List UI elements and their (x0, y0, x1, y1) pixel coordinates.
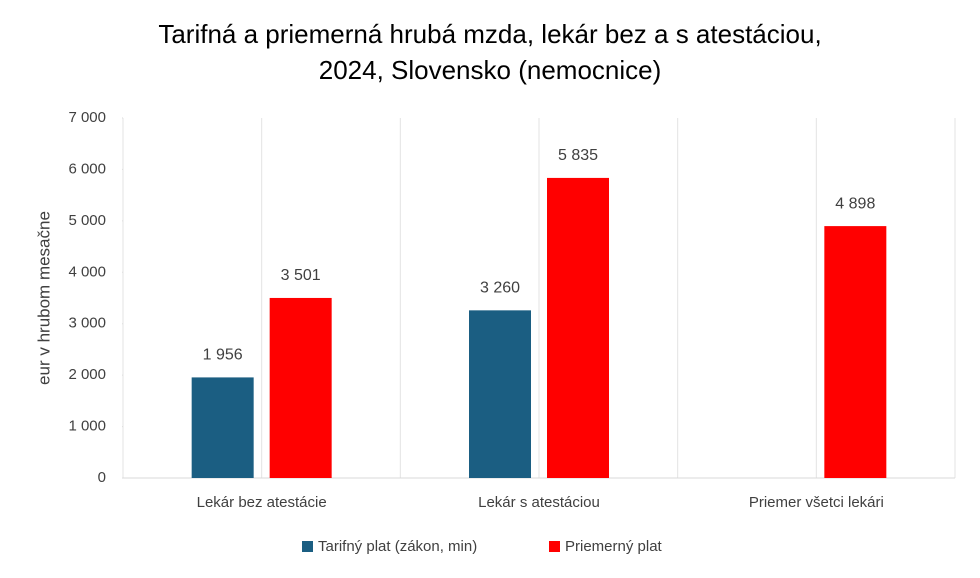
value-label: 3 501 (281, 267, 321, 284)
value-label: 4 898 (835, 195, 875, 212)
bar (469, 310, 531, 478)
bar (824, 226, 887, 478)
y-tick-label: 7 000 (68, 109, 106, 126)
bar (269, 297, 332, 478)
value-label: 5 835 (558, 147, 598, 164)
y-tick-label: 4 000 (68, 263, 106, 280)
bar (547, 177, 609, 478)
bar (191, 377, 254, 478)
chart-title: Tarifná a priemerná hrubá mzda, lekár be… (158, 19, 822, 85)
value-label: 1 956 (203, 347, 243, 364)
x-tick-label: Lekár bez atestácie (197, 494, 327, 511)
legend-label: Tarifný plat (zákon, min) (318, 538, 477, 555)
y-tick-label: 5 000 (68, 212, 106, 229)
y-axis-title: eur v hrubom mesačne (34, 211, 53, 385)
legend-swatch (302, 541, 313, 552)
y-tick-label: 3 000 (68, 315, 106, 332)
x-tick-label: Priemer všetci lekári (749, 494, 884, 511)
y-tick-label: 6 000 (68, 160, 106, 177)
y-tick-label: 0 (98, 469, 106, 486)
legend-swatch (549, 541, 560, 552)
legend-label: Priemerný plat (565, 538, 663, 555)
value-label: 3 260 (480, 280, 520, 297)
y-tick-label: 2 000 (68, 366, 106, 383)
y-tick-label: 1 000 (68, 418, 106, 435)
x-tick-label: Lekár s atestáciou (478, 494, 600, 511)
